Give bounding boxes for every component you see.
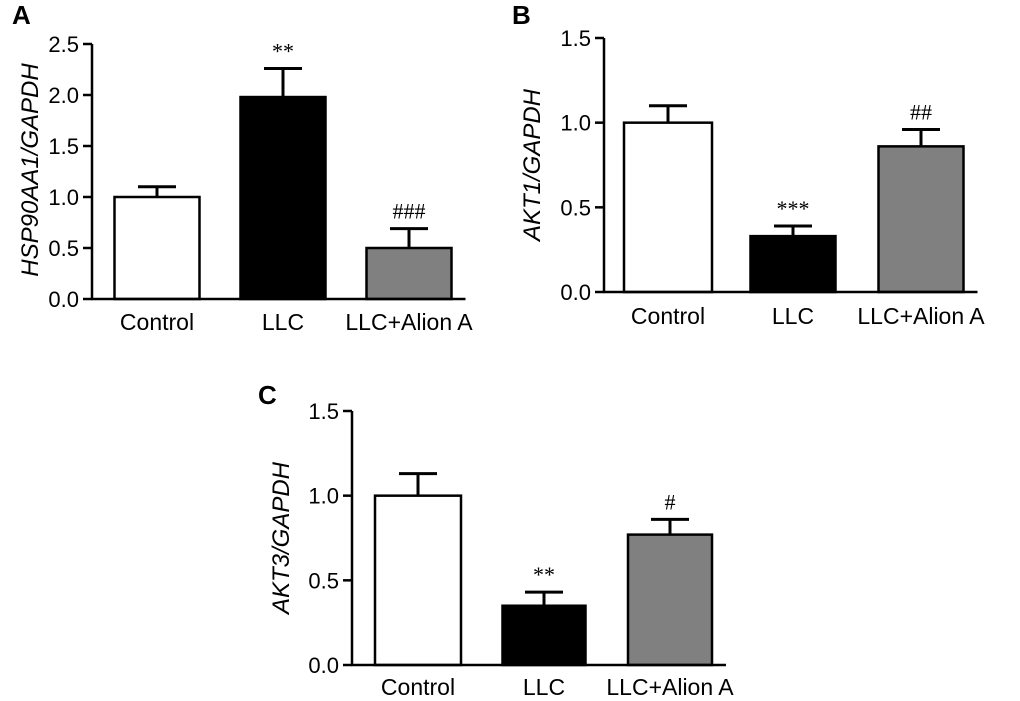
y-tick-label: 1.5 [48,134,79,159]
y-tick-label: 0.0 [48,287,79,312]
bar-llc-alion-a [877,145,965,294]
bar-control [622,121,714,294]
bar-control [113,195,201,301]
panel-c-chart: C AKT3/GAPDH Control ** LLC # LLC+Alion A 0.0 0.… [258,380,734,700]
y-tick-label: 0.5 [560,195,591,220]
y-tick-label: 1.0 [308,484,339,509]
y-tick-label: 0.0 [308,653,339,678]
y-axis-title: AKT1/GAPDH [519,88,546,243]
y-tick-label: 1.5 [560,26,591,51]
y-tick-label: 0.5 [308,568,339,593]
panel-letter: C [258,380,277,410]
significance-label: *** [777,196,810,221]
bar-control [373,494,463,667]
y-tick-label: 1.0 [560,111,591,136]
significance-label: ## [910,99,932,124]
x-category-label: LLC+Alion A [606,674,734,700]
panel-b-chart: B AKT1/GAPDH Control *** LLC ## LLC+Alion A 0.0… [512,0,985,329]
bar-llc-alion-a [626,533,714,667]
y-tick-label: 0.5 [48,236,79,261]
bar-llc [501,604,587,667]
x-category-label: LLC [523,674,565,700]
panel-letter: A [12,0,31,30]
significance-label: ### [393,199,426,224]
significance-label: ** [272,38,294,63]
bar-llc-alion-a [365,246,453,301]
bar-llc [239,95,327,301]
y-axis-title: HSP90AA1/GAPDH [17,63,44,277]
panel-a-chart: A HSP90AA1/GAPDH Control ** LLC ### LLC+Alion … [12,0,473,335]
x-category-label: Control [381,674,455,700]
x-category-label: LLC [772,303,814,329]
bar-llc [749,234,837,294]
y-tick-label: 2.0 [48,83,79,108]
significance-label: # [665,489,676,514]
y-axis-title: AKT3/GAPDH [268,461,295,616]
x-category-label: LLC+Alion A [345,309,473,335]
significance-label: ** [533,562,555,587]
y-tick-label: 1.0 [48,185,79,210]
x-category-label: LLC+Alion A [857,303,985,329]
y-tick-label: 2.5 [48,32,79,57]
y-tick-label: 0.0 [560,280,591,305]
panel-letter: B [512,0,531,30]
x-category-label: LLC [262,309,304,335]
x-category-label: Control [120,309,194,335]
y-tick-label: 1.5 [308,399,339,424]
x-category-label: Control [631,303,705,329]
